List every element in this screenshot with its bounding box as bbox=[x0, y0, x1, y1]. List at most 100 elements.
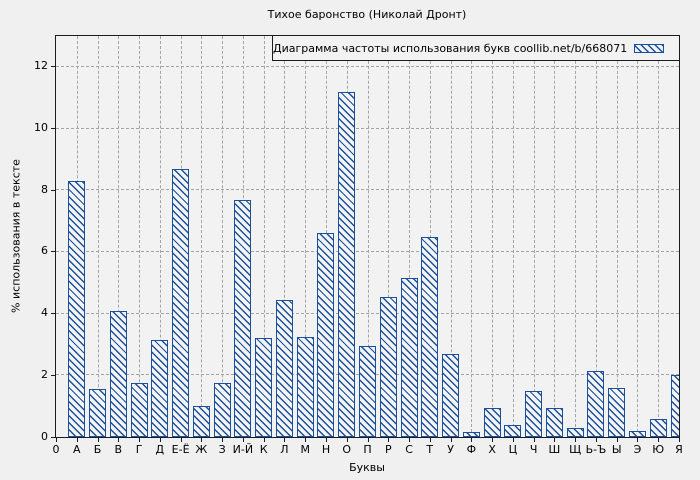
gridline-horizontal bbox=[56, 65, 679, 67]
gridline-vertical bbox=[492, 36, 494, 437]
gridline-vertical bbox=[575, 36, 577, 437]
plot-area: Диаграмма частоты использования букв coo… bbox=[55, 35, 680, 438]
gridline-vertical bbox=[450, 36, 452, 437]
legend-hatched-swatch-icon bbox=[634, 43, 664, 53]
gridline-horizontal bbox=[56, 189, 679, 191]
gridline-vertical bbox=[595, 36, 597, 437]
x-axis-tick bbox=[512, 438, 514, 442]
x-tick-label: Ь-Ъ bbox=[585, 443, 607, 456]
gridline-vertical bbox=[637, 36, 639, 437]
y-axis-tick bbox=[51, 128, 55, 130]
x-axis-tick bbox=[222, 438, 224, 442]
bar-Н bbox=[317, 233, 335, 437]
x-tick-label: И-Й bbox=[232, 443, 254, 456]
x-axis-title: Буквы bbox=[349, 461, 385, 474]
x-axis-tick bbox=[284, 438, 286, 442]
x-tick-label: Е-Ё bbox=[171, 443, 190, 456]
x-axis-tick bbox=[56, 438, 57, 442]
gridline-vertical bbox=[616, 36, 618, 437]
gridline-vertical bbox=[139, 36, 141, 437]
gridline-vertical bbox=[97, 36, 99, 437]
x-tick-label: Ю bbox=[652, 443, 665, 456]
x-tick-label: Р bbox=[384, 443, 392, 456]
x-tick-label: Щ bbox=[569, 443, 582, 456]
bar-В bbox=[109, 310, 127, 437]
x-tick-label: Я bbox=[675, 443, 683, 456]
bar-Д bbox=[151, 339, 169, 437]
y-axis-tick bbox=[51, 66, 55, 68]
x-axis-tick bbox=[263, 438, 265, 442]
x-axis-tick bbox=[76, 438, 78, 442]
x-axis-tick bbox=[201, 438, 203, 442]
bar-Э bbox=[628, 430, 646, 437]
bar-У bbox=[442, 353, 460, 437]
bar-О bbox=[338, 91, 356, 437]
x-axis-tick bbox=[492, 438, 494, 442]
x-tick-label: Л bbox=[280, 443, 289, 456]
y-tick-label: 10 bbox=[34, 121, 48, 135]
x-axis-tick bbox=[533, 438, 535, 442]
chart-title: Тихое баронство (Николай Дронт) bbox=[267, 8, 467, 21]
x-tick-label: Х bbox=[488, 443, 496, 456]
gridline-vertical bbox=[118, 36, 120, 437]
bar-С bbox=[400, 278, 418, 437]
bar-Щ bbox=[566, 427, 584, 437]
gridline-vertical bbox=[471, 36, 473, 437]
x-tick-label: Н bbox=[321, 443, 331, 456]
bar-Л bbox=[275, 299, 293, 437]
x-axis-tick bbox=[97, 438, 99, 442]
bar-И-Й bbox=[234, 199, 252, 437]
bar-Ь-Ъ bbox=[587, 370, 605, 437]
bar-Ы bbox=[608, 387, 626, 437]
x-axis-tick bbox=[139, 438, 141, 442]
x-tick-label: Г bbox=[135, 443, 143, 456]
x-axis-tick bbox=[118, 438, 120, 442]
y-axis-tick bbox=[51, 251, 55, 253]
x-tick-label: П bbox=[363, 443, 372, 456]
gridline-vertical bbox=[159, 36, 161, 437]
y-axis-tick bbox=[51, 189, 55, 191]
bar-З bbox=[213, 383, 231, 437]
x-axis-tick bbox=[367, 438, 369, 442]
gridline-vertical bbox=[367, 36, 369, 437]
gridline-vertical bbox=[222, 36, 224, 437]
x-tick-label: Э bbox=[633, 443, 642, 456]
x-tick-label: М bbox=[300, 443, 310, 456]
x-axis-tick bbox=[637, 438, 639, 442]
bar-Ц bbox=[504, 424, 522, 437]
y-tick-label: 2 bbox=[41, 367, 48, 381]
x-tick-label: Ч bbox=[529, 443, 538, 456]
y-tick-label: 6 bbox=[41, 244, 48, 258]
x-axis-tick bbox=[180, 438, 182, 442]
x-tick-label: В bbox=[114, 443, 123, 456]
bar-М bbox=[296, 336, 314, 437]
x-axis-tick bbox=[159, 438, 161, 442]
x-axis-tick bbox=[325, 438, 327, 442]
x-tick-label: Б bbox=[93, 443, 102, 456]
bar-К bbox=[255, 338, 273, 437]
gridline-vertical bbox=[658, 36, 660, 437]
x-tick-label: Ф bbox=[466, 443, 477, 456]
bar-Т bbox=[421, 236, 439, 437]
bar-П bbox=[359, 346, 376, 437]
x-tick-label: Ц bbox=[508, 443, 518, 456]
x-tick-label: Ы bbox=[611, 443, 622, 456]
x-axis-tick bbox=[429, 438, 431, 442]
x-axis-tick bbox=[554, 438, 556, 442]
bar-Б bbox=[89, 389, 107, 437]
bar-Е-Ё bbox=[172, 168, 190, 437]
x-tick-label: С bbox=[405, 443, 413, 456]
x-axis-tick bbox=[679, 438, 680, 442]
y-tick-label: 8 bbox=[41, 182, 48, 196]
y-tick-label: 4 bbox=[41, 306, 48, 320]
x-tick-label: 0 bbox=[52, 443, 60, 456]
x-axis-tick bbox=[388, 438, 390, 442]
x-tick-label: О bbox=[342, 443, 352, 456]
bar-Г bbox=[130, 383, 148, 437]
x-tick-label: У bbox=[447, 443, 454, 456]
x-tick-label: Д bbox=[155, 443, 165, 456]
y-tick-label: 12 bbox=[34, 59, 48, 73]
gridline-vertical bbox=[512, 36, 514, 437]
gridline-vertical bbox=[201, 36, 203, 437]
